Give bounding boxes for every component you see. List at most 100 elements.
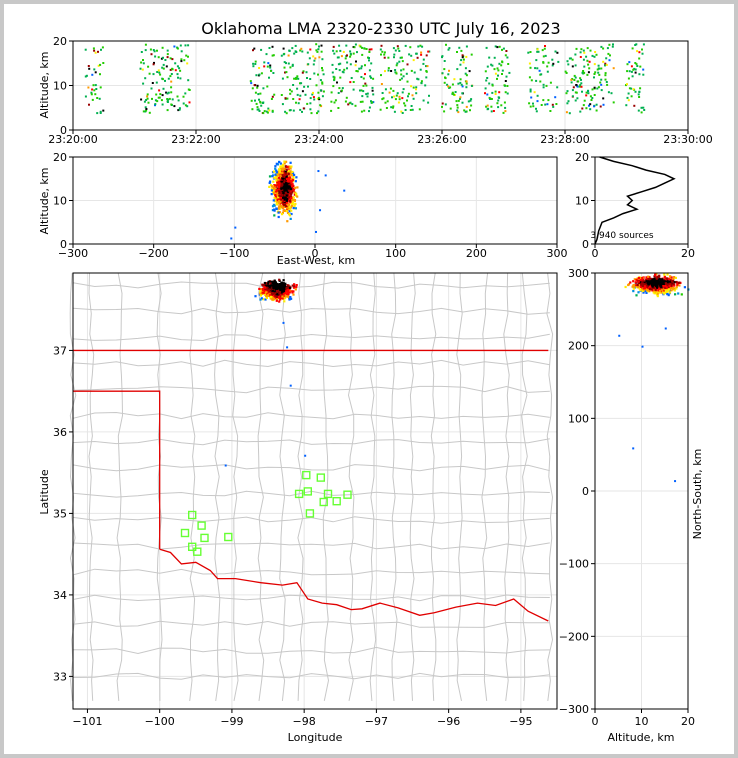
source-point xyxy=(505,50,508,52)
source-point xyxy=(281,201,284,204)
source-point xyxy=(279,197,282,200)
source-point xyxy=(348,102,351,105)
source-point xyxy=(571,65,574,68)
source-point xyxy=(321,69,324,72)
source-point xyxy=(400,73,403,76)
source-point xyxy=(653,289,656,292)
source-point xyxy=(657,288,660,291)
source-point xyxy=(500,104,503,107)
source-point xyxy=(638,91,641,93)
source-point xyxy=(342,50,345,53)
source-point xyxy=(504,80,507,82)
source-point xyxy=(287,194,290,197)
source-point xyxy=(443,81,446,84)
source-point xyxy=(177,76,179,79)
source-point xyxy=(283,297,286,300)
altitude-profile-line xyxy=(594,156,676,245)
x-tick-label: 200 xyxy=(466,247,487,260)
source-point xyxy=(653,292,656,295)
source-point xyxy=(337,107,340,109)
source-point xyxy=(292,109,295,112)
y-tick-label: 33 xyxy=(53,670,67,683)
source-point xyxy=(453,78,456,81)
source-point xyxy=(546,70,549,73)
y-tick-label: 0 xyxy=(60,238,67,251)
source-point xyxy=(275,198,278,201)
source-point xyxy=(165,65,168,68)
source-point xyxy=(272,286,275,289)
source-point xyxy=(642,68,645,71)
source-point xyxy=(99,112,102,114)
source-point xyxy=(368,110,370,113)
y-tick-label: 34 xyxy=(53,589,67,602)
source-point xyxy=(579,51,582,54)
source-point xyxy=(484,87,487,90)
source-point xyxy=(386,100,389,103)
y-tick-label: 37 xyxy=(53,344,67,357)
source-point xyxy=(286,346,289,349)
source-point xyxy=(664,282,667,285)
source-point xyxy=(185,54,188,57)
source-point xyxy=(490,98,493,100)
county-line xyxy=(481,272,489,701)
source-point xyxy=(332,45,335,48)
source-point xyxy=(360,67,363,70)
source-point xyxy=(567,63,570,66)
source-point xyxy=(399,56,402,59)
source-point xyxy=(330,91,333,94)
source-point xyxy=(580,48,583,51)
source-point xyxy=(234,226,237,229)
source-point xyxy=(618,334,621,337)
source-point xyxy=(368,57,370,59)
source-point xyxy=(565,72,568,74)
source-point xyxy=(611,45,614,48)
source-point xyxy=(145,109,148,112)
source-point xyxy=(279,288,282,291)
source-point xyxy=(368,59,370,62)
source-point xyxy=(652,284,655,287)
source-point xyxy=(381,92,384,94)
source-point xyxy=(672,279,675,283)
source-point xyxy=(630,65,633,68)
red-river-border xyxy=(159,548,549,622)
source-point xyxy=(285,286,288,289)
source-point xyxy=(274,188,277,191)
source-point xyxy=(98,97,101,100)
source-point xyxy=(461,56,464,59)
source-point xyxy=(162,56,164,59)
source-point xyxy=(404,44,407,47)
source-point xyxy=(628,61,631,64)
source-point xyxy=(665,290,669,293)
source-point xyxy=(655,273,658,276)
source-point xyxy=(278,278,281,281)
source-point xyxy=(667,277,670,280)
source-point xyxy=(278,187,281,190)
source-point xyxy=(501,61,504,64)
source-point xyxy=(643,287,646,290)
source-point xyxy=(625,104,628,107)
source-point xyxy=(675,287,678,290)
source-point xyxy=(594,71,597,74)
source-point xyxy=(283,61,286,64)
source-point xyxy=(88,103,90,106)
source-point xyxy=(626,83,628,86)
source-point xyxy=(649,277,652,280)
source-point xyxy=(271,298,274,301)
source-point xyxy=(443,68,446,71)
source-point xyxy=(670,283,673,287)
source-point xyxy=(274,290,277,293)
source-point xyxy=(456,104,459,107)
county-line xyxy=(72,542,550,550)
source-point xyxy=(100,48,102,51)
source-point xyxy=(636,286,640,289)
source-point xyxy=(93,68,96,71)
source-point xyxy=(313,59,316,62)
county-line xyxy=(279,272,286,701)
source-point xyxy=(576,97,579,100)
source-point xyxy=(574,99,577,102)
source-point xyxy=(254,295,257,298)
source-point xyxy=(451,91,454,94)
source-point xyxy=(638,96,641,98)
source-point xyxy=(268,109,271,112)
